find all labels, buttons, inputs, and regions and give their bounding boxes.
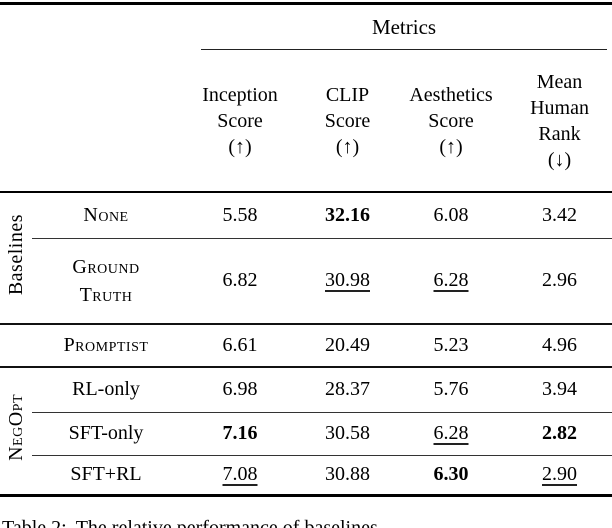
column-header-line: CLIP bbox=[325, 83, 370, 106]
metrics-group-header-cell: Metrics bbox=[180, 4, 612, 50]
method-label-sft-rl: SFT+RL bbox=[32, 455, 180, 497]
cell-rl-clip: 28.37 bbox=[300, 367, 395, 413]
cell-gt-clip: 30.98 bbox=[300, 238, 395, 325]
table-row-rl-only: NegOpt RL-only 6.98 28.37 5.76 3.94 bbox=[0, 367, 612, 497]
cell-sft-inception: 7.16 bbox=[180, 412, 300, 456]
column-header-aesthetics-score: Aesthetics Score (↑) bbox=[395, 50, 507, 193]
metrics-group-header: Metrics bbox=[371, 14, 437, 39]
row-group-baselines-cell: Baselines bbox=[0, 192, 32, 325]
cell-none-rank: 3.42 bbox=[507, 192, 612, 239]
cell-rl-rank: 3.94 bbox=[507, 367, 612, 413]
down-arrow-indicator: (↓) bbox=[547, 148, 572, 171]
column-header-line: Inception bbox=[202, 83, 278, 106]
column-header-line: Mean bbox=[536, 70, 583, 93]
column-header-spacer-cell bbox=[0, 50, 180, 193]
cell-none-clip: 32.16 bbox=[300, 192, 395, 239]
cell-sftrl-rank: 2.90 bbox=[507, 455, 612, 497]
cell-sftrl-inception: 7.08 bbox=[180, 455, 300, 497]
up-arrow-indicator: (↑) bbox=[335, 135, 360, 158]
column-headers-row: Inception Score (↑) CLIP Score (↑) Aesth… bbox=[0, 50, 612, 193]
row-group-negopt-label: NegOpt bbox=[4, 394, 27, 462]
table-caption: Table 2: The relative performance of base… bbox=[2, 517, 610, 528]
cell-gt-inception: 6.82 bbox=[180, 238, 300, 325]
column-header-line: Rank bbox=[538, 122, 581, 145]
column-header-line: Score bbox=[217, 109, 263, 132]
table-caption-text: The relative performance of baselines bbox=[75, 517, 378, 528]
column-header-line: Score bbox=[324, 109, 371, 132]
cell-sft-clip: 30.58 bbox=[300, 412, 395, 456]
row-group-baselines-label: Baselines bbox=[4, 214, 27, 296]
cell-sftrl-aesthetics: 6.30 bbox=[395, 455, 507, 497]
column-header-line: Aesthetics bbox=[409, 83, 493, 106]
column-header-line: Human bbox=[530, 96, 589, 119]
cell-sft-aesthetics: 6.28 bbox=[395, 412, 507, 456]
column-header-mean-human-rank: Mean Human Rank (↓) bbox=[507, 50, 612, 193]
method-label-none: None bbox=[32, 192, 180, 239]
table-row-none: Baselines None 5.58 32.16 6.08 3.42 bbox=[0, 192, 612, 325]
up-arrow-indicator: (↑) bbox=[228, 135, 252, 158]
cell-promptist-aesthetics: 5.23 bbox=[395, 324, 507, 368]
method-label-rl-only: RL-only bbox=[32, 367, 180, 413]
table-row-sft-rl: SFT+RL 7.08 30.88 6.30 2.90 bbox=[0, 455, 612, 497]
method-label-sft-only: SFT-only bbox=[32, 412, 180, 456]
cell-promptist-rank: 4.96 bbox=[507, 324, 612, 368]
method-label-promptist: Promptist bbox=[32, 324, 180, 368]
cell-none-inception: 5.58 bbox=[180, 192, 300, 239]
group-spacer-cell bbox=[0, 324, 32, 368]
cell-promptist-inception: 6.61 bbox=[180, 324, 300, 368]
metrics-spacer-cell bbox=[0, 4, 180, 51]
cell-gt-rank: 2.96 bbox=[507, 238, 612, 325]
cell-gt-aesthetics: 6.28 bbox=[395, 238, 507, 325]
table-row-ground-truth: Ground Truth 6.82 30.98 6.28 2.96 bbox=[0, 238, 612, 325]
up-arrow-indicator: (↑) bbox=[439, 135, 463, 158]
table-row-sft-only: SFT-only 7.16 30.58 6.28 2.82 bbox=[0, 412, 612, 456]
column-header-inception-score: Inception Score (↑) bbox=[180, 50, 300, 193]
row-group-negopt-cell: NegOpt bbox=[0, 367, 32, 497]
metrics-header-row: Metrics bbox=[0, 4, 612, 51]
cell-none-aesthetics: 6.08 bbox=[395, 192, 507, 239]
cell-sftrl-clip: 30.88 bbox=[300, 455, 395, 497]
cell-sft-rank: 2.82 bbox=[507, 412, 612, 456]
table-caption-label: Table 2: bbox=[2, 517, 67, 528]
table-row-promptist: Promptist 6.61 20.49 5.23 4.96 bbox=[0, 324, 612, 368]
cell-rl-inception: 6.98 bbox=[180, 367, 300, 413]
cell-rl-aesthetics: 5.76 bbox=[395, 367, 507, 413]
cell-promptist-clip: 20.49 bbox=[300, 324, 395, 368]
column-header-line: Score bbox=[428, 109, 474, 132]
method-label-ground-truth: Ground Truth bbox=[32, 238, 180, 325]
results-table: Metrics Inception Score (↑) CLIP Score (… bbox=[0, 2, 612, 497]
column-header-clip-score: CLIP Score (↑) bbox=[300, 50, 395, 193]
